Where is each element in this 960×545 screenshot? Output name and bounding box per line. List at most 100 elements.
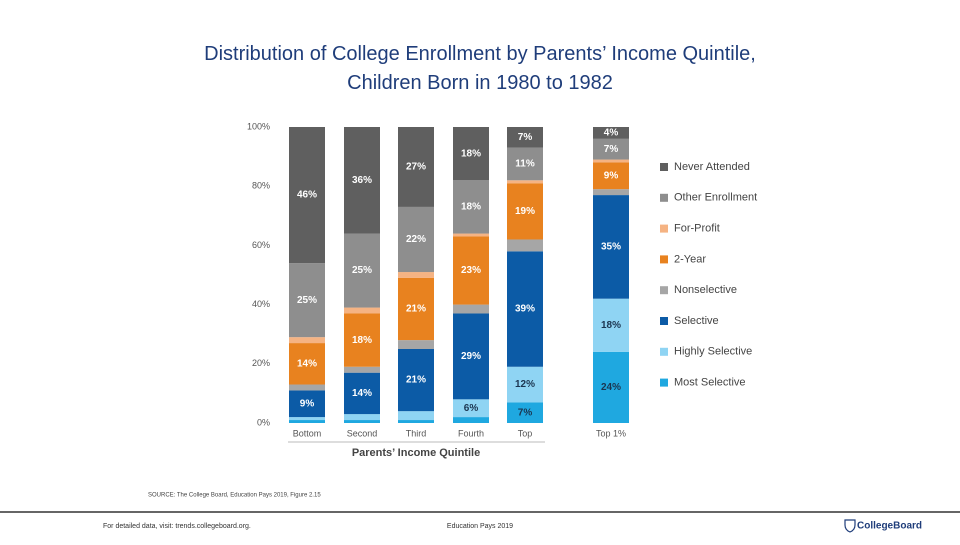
data-label: 36% [352, 175, 372, 186]
legend-label: Highly Selective [674, 346, 752, 358]
legend-label: Never Attended [674, 161, 750, 173]
data-label: 29% [461, 351, 481, 362]
legend-swatch [660, 224, 668, 233]
legend-swatch [660, 255, 668, 264]
data-label: 18% [352, 335, 372, 346]
bar-segment [398, 206, 434, 273]
y-tick-label: 0% [257, 417, 270, 427]
bar-segment [453, 417, 489, 423]
bar-segment [289, 337, 325, 344]
bar-segment [289, 420, 325, 423]
logo-shield [844, 519, 856, 533]
y-tick-label: 100% [247, 121, 270, 131]
data-label: 12% [515, 379, 535, 390]
bar-segment [398, 420, 434, 423]
bar-segment [507, 180, 543, 184]
bar-segment [344, 366, 380, 373]
legend-swatch [660, 163, 668, 171]
data-label: 24% [601, 382, 621, 393]
bar-segment [344, 313, 380, 367]
x-tick-label: Second [347, 428, 378, 438]
legend-label: Most Selective [674, 377, 746, 389]
legend-swatch [660, 378, 668, 387]
data-label: 9% [604, 170, 619, 181]
y-tick-label: 40% [252, 299, 270, 309]
bar-segment [344, 127, 380, 234]
data-label: 9% [300, 398, 315, 409]
legend-swatch [660, 286, 668, 295]
data-label: 25% [352, 265, 372, 276]
bar-segment [593, 195, 629, 299]
footer-left: For detailed data, visit: trends.college… [103, 523, 251, 530]
data-label: 23% [461, 265, 481, 276]
data-label: 7% [604, 144, 619, 155]
legend-label: Other Enrollment [674, 192, 757, 204]
bar-segment [398, 277, 434, 341]
legend-swatch [660, 347, 668, 356]
bar-segment [344, 307, 380, 314]
bar-segment [398, 340, 434, 349]
bar-segment [344, 233, 380, 308]
data-label: 14% [352, 388, 372, 399]
bar-segment [593, 159, 629, 163]
bar-segment [344, 420, 380, 423]
bar-segment [593, 189, 629, 196]
data-label: 25% [297, 295, 317, 306]
bar-segment [453, 236, 489, 305]
bar-segment [593, 162, 629, 190]
legend-swatch [660, 317, 668, 325]
bar-segment [453, 127, 489, 181]
data-label: 7% [518, 407, 533, 418]
bar-segment [453, 180, 489, 234]
data-label: 35% [601, 242, 621, 253]
x-tick-label: Top [518, 428, 533, 438]
bar-segment [289, 390, 325, 418]
data-label: 39% [515, 304, 535, 315]
bar-segment [398, 127, 434, 207]
bar-segment [507, 239, 543, 252]
data-label: 18% [461, 202, 481, 213]
data-label: 22% [406, 234, 426, 245]
bar-segment [593, 298, 629, 352]
bar-segment [453, 313, 489, 400]
data-label: 11% [515, 159, 535, 170]
legend-swatch [660, 193, 668, 202]
data-label: 6% [464, 403, 479, 414]
footer-center: Education Pays 2019 [447, 523, 513, 530]
bar-segment [289, 343, 325, 385]
y-tick-label: 80% [252, 181, 270, 191]
data-label: 21% [406, 304, 426, 315]
bar-segment [344, 414, 380, 421]
bar-segment [593, 127, 629, 139]
source: SOURCE: The College Board, Education Pay… [148, 493, 321, 499]
bar-segment [398, 272, 434, 278]
bar-segment [289, 127, 325, 264]
legend-label: 2-Year [674, 253, 706, 265]
y-tick-label: 20% [252, 358, 270, 368]
data-label: 19% [515, 206, 535, 217]
bar-segment [289, 263, 325, 338]
bar-segment [507, 366, 543, 403]
data-label: 27% [406, 162, 426, 173]
data-label: 7% [518, 132, 533, 143]
bar-segment [453, 304, 489, 314]
bar-segment [344, 372, 380, 415]
bar-segment [289, 384, 325, 391]
data-label: 18% [601, 320, 621, 331]
x-tick-label: Fourth [458, 428, 484, 438]
bar-segment [453, 399, 489, 418]
legend-label: For-Profit [674, 223, 720, 235]
legend-label: Nonselective [674, 284, 737, 296]
bar-segment [593, 351, 629, 423]
bar-segment [507, 127, 543, 148]
bar-segment [398, 411, 434, 421]
data-label: 18% [461, 148, 481, 159]
legend-label: Selective [674, 315, 719, 327]
x-tick-label: Third [406, 428, 427, 438]
bar-segment [507, 183, 543, 240]
bar-segment [289, 417, 325, 421]
y-tick-label: 60% [252, 240, 270, 250]
x-tick-label: Bottom [293, 428, 322, 438]
bar-segment [507, 251, 543, 367]
